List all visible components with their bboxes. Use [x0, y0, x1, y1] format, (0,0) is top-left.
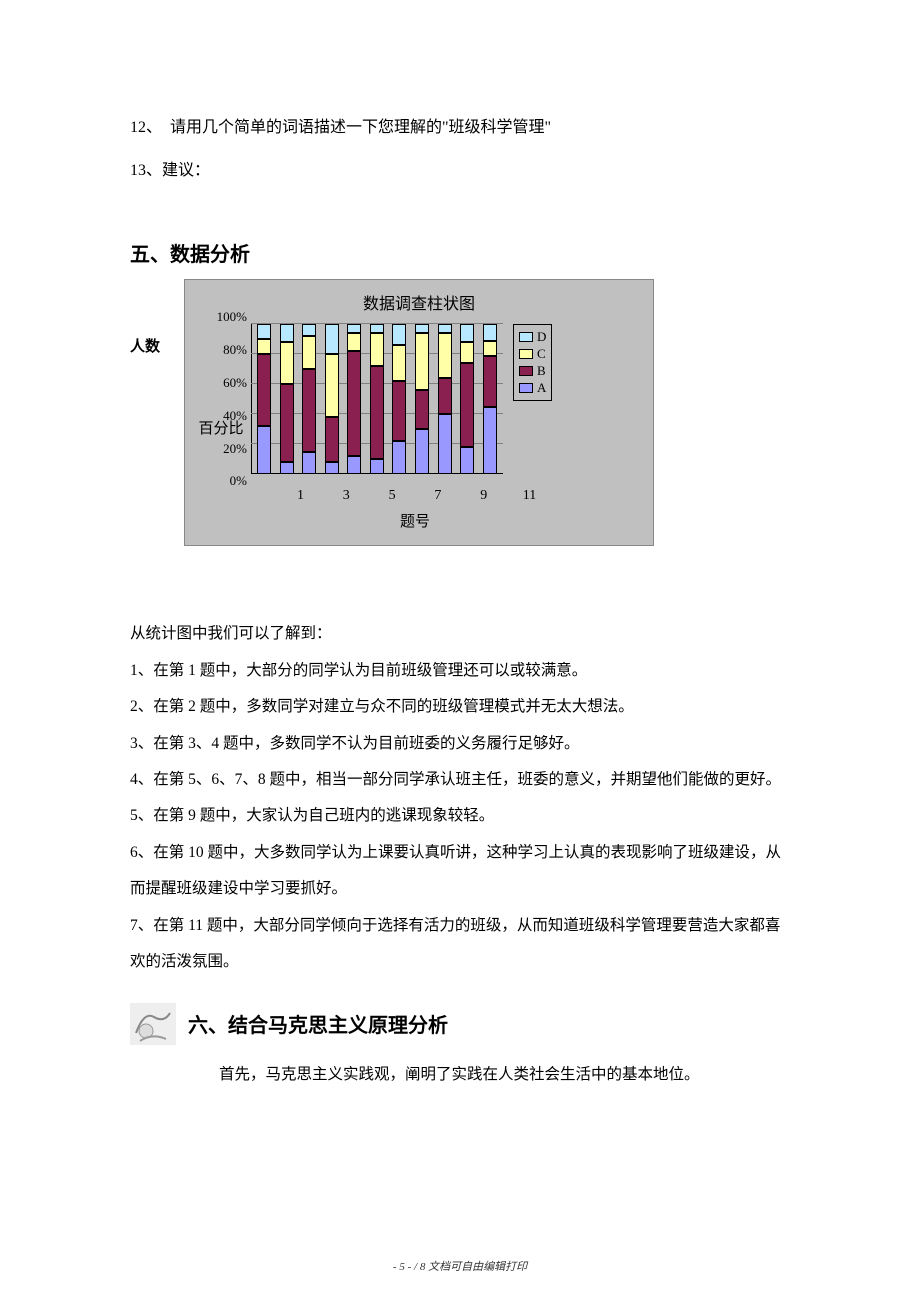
analysis-point-2: 2、在第 2 题中，多数同学对建立与众不同的班级管理模式并无太大想法。	[130, 689, 790, 725]
chart-body: 百分比 100%80%60%40%20%0% DCBA 1 3 5 7 9 11…	[195, 324, 643, 531]
legend-item-C: C	[519, 346, 546, 362]
xtick-labels: 1 3 5 7 9 11	[289, 488, 541, 504]
bar-11	[483, 324, 497, 474]
xtick-label: 3	[335, 488, 358, 504]
analysis-intro: 从统计图中我们可以了解到：	[130, 616, 790, 652]
bar-9	[438, 324, 452, 474]
plot-wrap: 100%80%60%40%20%0% DCBA 1 3 5 7 9 11 题号	[247, 324, 552, 531]
bar-6	[370, 324, 384, 474]
section-6-heading-row: 六、结合马克思主义原理分析	[130, 1003, 790, 1045]
bar-8	[415, 324, 429, 474]
bar-1	[257, 324, 271, 474]
chart-xlabel: 题号	[289, 510, 541, 531]
analysis-block: 从统计图中我们可以了解到： 1、在第 1 题中，大部分的同学认为目前班级管理还可…	[130, 616, 790, 980]
xtick-label	[404, 488, 427, 504]
section-5-heading: 五、数据分析	[130, 238, 790, 267]
section-6-para-1: 首先，马克思主义实践观，阐明了实践在人类社会生活中的基本地位。	[188, 1057, 790, 1093]
xtick-label	[312, 488, 335, 504]
legend-item-B: B	[519, 363, 546, 379]
analysis-point-7: 7、在第 11 题中，大部分同学倾向于选择有活力的班级，从而知道班级科学管理要营…	[130, 908, 790, 981]
chart-legend: DCBA	[513, 324, 552, 401]
analysis-point-4: 4、在第 5、6、7、8 题中，相当一部分同学承认班主任，班委的意义，并期望他们…	[130, 762, 790, 798]
analysis-point-1: 1、在第 1 题中，大部分的同学认为目前班级管理还可以或较满意。	[130, 653, 790, 689]
legend-item-A: A	[519, 380, 546, 396]
plot-area	[251, 324, 503, 474]
analysis-point-3: 3、在第 3、4 题中，多数同学不认为目前班委的义务履行足够好。	[130, 726, 790, 762]
xtick-label: 9	[472, 488, 495, 504]
page-total: 8	[420, 1261, 426, 1273]
section-6-heading: 六、结合马克思主义原理分析	[188, 1009, 448, 1038]
xtick-label	[358, 488, 381, 504]
xtick-label	[449, 488, 472, 504]
page-footer: - 5 - / 8 文档可自由编辑打印	[0, 1258, 920, 1274]
outside-ylabel: 人数	[130, 335, 160, 356]
footer-suffix: 文档可自由编辑打印	[428, 1261, 527, 1273]
bar-3	[302, 324, 316, 474]
xtick-label: 1	[289, 488, 312, 504]
xtick-label: 11	[518, 488, 541, 504]
chart-frame: 数据调查柱状图 百分比 100%80%60%40%20%0% DCBA 1 3 …	[184, 279, 654, 546]
bar-2	[280, 324, 294, 474]
chart-region: 人数 数据调查柱状图 百分比 100%80%60%40%20%0% DCBA 1…	[130, 279, 790, 546]
analysis-point-6: 6、在第 10 题中，大多数同学认为上课要认真听讲，这种学习上认真的表现影响了班…	[130, 835, 790, 908]
legend-item-D: D	[519, 329, 546, 345]
xtick-label	[495, 488, 518, 504]
xtick-label: 5	[381, 488, 404, 504]
bar-5	[347, 324, 361, 474]
bar-4	[325, 324, 339, 474]
analysis-point-5: 5、在第 9 题中，大家认为自己班内的逃课现象较轻。	[130, 798, 790, 834]
question-12: 12、 请用几个简单的词语描述一下您理解的"班级科学管理"	[130, 110, 790, 145]
bar-10	[460, 324, 474, 474]
page-current: 5	[399, 1261, 405, 1273]
question-13: 13、建议：	[130, 153, 790, 188]
document-page: 12、 请用几个简单的词语描述一下您理解的"班级科学管理" 13、建议： 五、数…	[0, 0, 920, 1153]
decorative-icon	[130, 1003, 176, 1045]
xtick-label: 7	[426, 488, 449, 504]
bar-7	[392, 324, 406, 474]
chart-title: 数据调查柱状图	[195, 290, 643, 314]
